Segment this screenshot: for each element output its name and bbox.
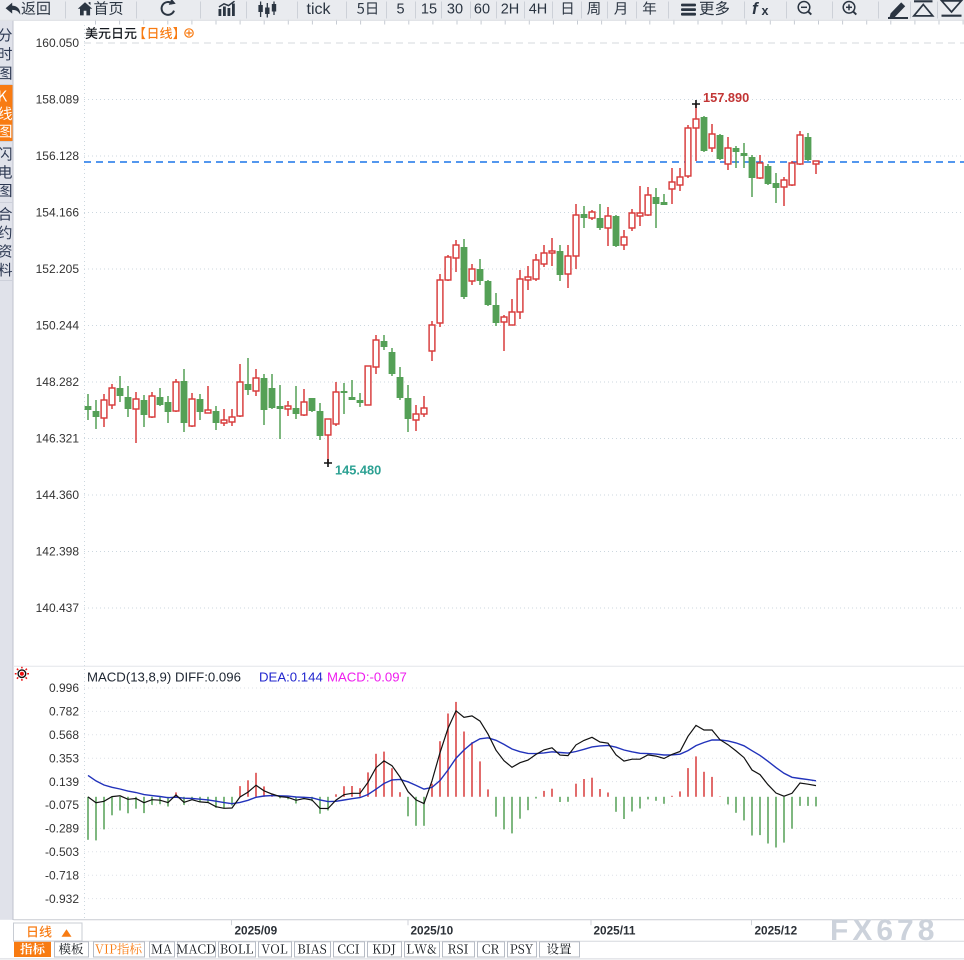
svg-text:148.282: 148.282 bbox=[36, 375, 80, 389]
svg-text:f: f bbox=[752, 0, 760, 18]
svg-text:2025/12: 2025/12 bbox=[755, 924, 798, 938]
svg-text:145.480: 145.480 bbox=[335, 463, 381, 478]
svg-text:FX678: FX678 bbox=[830, 914, 938, 947]
svg-text:144.360: 144.360 bbox=[36, 488, 80, 502]
svg-text:30: 30 bbox=[447, 2, 463, 18]
svg-text:2H: 2H bbox=[501, 2, 520, 18]
svg-text:-0.932: -0.932 bbox=[45, 892, 79, 906]
svg-text:15: 15 bbox=[421, 2, 437, 18]
svg-text:2025/11: 2025/11 bbox=[594, 924, 636, 938]
svg-text:160.050: 160.050 bbox=[36, 36, 80, 50]
svg-text:0.139: 0.139 bbox=[49, 775, 79, 789]
svg-text:x: x bbox=[762, 4, 769, 18]
svg-text:-0.075: -0.075 bbox=[45, 798, 79, 812]
svg-text:152.205: 152.205 bbox=[36, 262, 80, 276]
svg-text:2025/10: 2025/10 bbox=[411, 924, 454, 938]
svg-text:157.890: 157.890 bbox=[703, 90, 749, 105]
svg-text:MACD:-0.097: MACD:-0.097 bbox=[327, 670, 407, 685]
svg-text:5: 5 bbox=[396, 2, 404, 18]
svg-text:DEA:0.144: DEA:0.144 bbox=[259, 670, 323, 685]
svg-text:142.398: 142.398 bbox=[36, 545, 80, 559]
svg-text:158.089: 158.089 bbox=[36, 93, 80, 107]
svg-text:-0.289: -0.289 bbox=[45, 822, 79, 836]
svg-text:MACD(13,8,9) DIFF:0.096: MACD(13,8,9) DIFF:0.096 bbox=[87, 670, 241, 685]
svg-text:156.128: 156.128 bbox=[36, 149, 80, 163]
svg-text:150.244: 150.244 bbox=[36, 319, 80, 333]
svg-text:60: 60 bbox=[474, 2, 490, 18]
svg-text:0.353: 0.353 bbox=[49, 751, 79, 765]
svg-text:0.782: 0.782 bbox=[49, 705, 79, 719]
svg-text:0.996: 0.996 bbox=[49, 681, 79, 695]
svg-text:154.166: 154.166 bbox=[36, 206, 80, 220]
svg-text:tick: tick bbox=[307, 1, 332, 18]
svg-text:-0.718: -0.718 bbox=[45, 868, 79, 882]
svg-text:140.437: 140.437 bbox=[36, 601, 80, 615]
svg-text:4H: 4H bbox=[529, 2, 548, 18]
svg-text:-0.503: -0.503 bbox=[45, 845, 79, 859]
svg-text:2025/09: 2025/09 bbox=[235, 924, 278, 938]
svg-text:0.568: 0.568 bbox=[49, 728, 79, 742]
svg-text:146.321: 146.321 bbox=[36, 432, 80, 446]
